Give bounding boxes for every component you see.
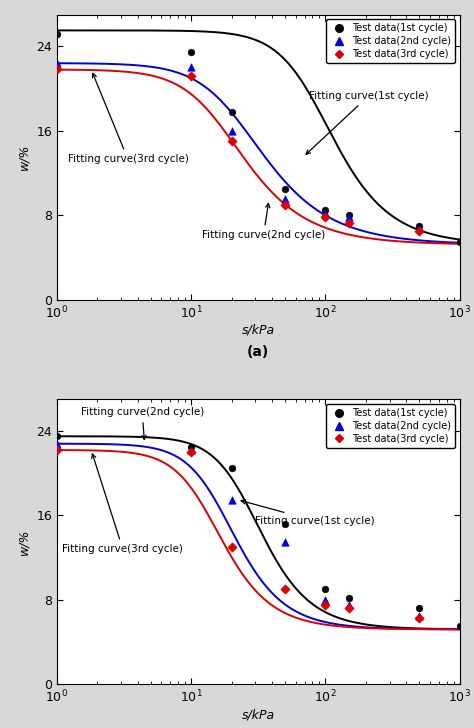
Point (322, 207, 329, 219)
Y-axis label: w/%: w/% (18, 144, 31, 170)
Legend: Test data(1st cycle), Test data(2nd cycle), Test data(3rd cycle): Test data(1st cycle), Test data(2nd cycl… (326, 404, 455, 448)
Point (187, 46, 195, 58)
Point (281, 518, 289, 530)
Point (187, 446, 195, 458)
Point (416, 222, 423, 234)
Point (346, 603, 353, 614)
Point (187, 61, 195, 73)
Y-axis label: w/%: w/% (18, 529, 31, 555)
Point (346, 599, 353, 611)
Point (228, 462, 236, 474)
Point (322, 584, 329, 596)
Point (228, 106, 236, 117)
Point (281, 584, 289, 596)
Point (322, 211, 329, 223)
Legend: Test data(1st cycle), Test data(2nd cycle), Test data(3rd cycle): Test data(1st cycle), Test data(2nd cycl… (326, 20, 455, 63)
Point (187, 444, 195, 456)
Point (53, 438, 61, 449)
Text: Fitting curve(1st cycle): Fitting curve(1st cycle) (306, 91, 428, 154)
Point (346, 211, 353, 223)
Point (456, 236, 464, 248)
Point (346, 209, 353, 221)
Text: Fitting curve(3rd cycle): Fitting curve(3rd cycle) (63, 454, 183, 555)
Point (416, 220, 423, 232)
Point (281, 536, 289, 547)
Point (416, 603, 423, 614)
Point (228, 542, 236, 553)
Point (53, 28, 61, 39)
Text: Fitting curve(1st cycle): Fitting curve(1st cycle) (241, 500, 375, 526)
Text: Fitting curve(2nd cycle): Fitting curve(2nd cycle) (202, 203, 325, 240)
Point (187, 441, 195, 453)
Point (53, 63, 61, 75)
X-axis label: s/kPa: s/kPa (242, 708, 275, 721)
Point (53, 430, 61, 442)
Point (416, 612, 423, 624)
Point (416, 225, 423, 237)
Point (322, 594, 329, 606)
Point (228, 135, 236, 147)
Point (228, 124, 236, 136)
Point (281, 199, 289, 210)
Point (53, 444, 61, 456)
X-axis label: s/kPa: s/kPa (242, 324, 275, 337)
Point (322, 204, 329, 215)
Text: Fitting curve(2nd cycle): Fitting curve(2nd cycle) (81, 407, 204, 440)
Point (228, 494, 236, 505)
Point (53, 58, 61, 69)
Point (346, 592, 353, 604)
Point (346, 217, 353, 229)
Point (456, 620, 464, 632)
Point (322, 599, 329, 611)
Point (187, 70, 195, 82)
Text: Fitting curve(3rd cycle): Fitting curve(3rd cycle) (67, 74, 188, 165)
Point (281, 194, 289, 205)
Point (281, 183, 289, 194)
Point (416, 610, 423, 622)
Text: (a): (a) (247, 345, 269, 359)
